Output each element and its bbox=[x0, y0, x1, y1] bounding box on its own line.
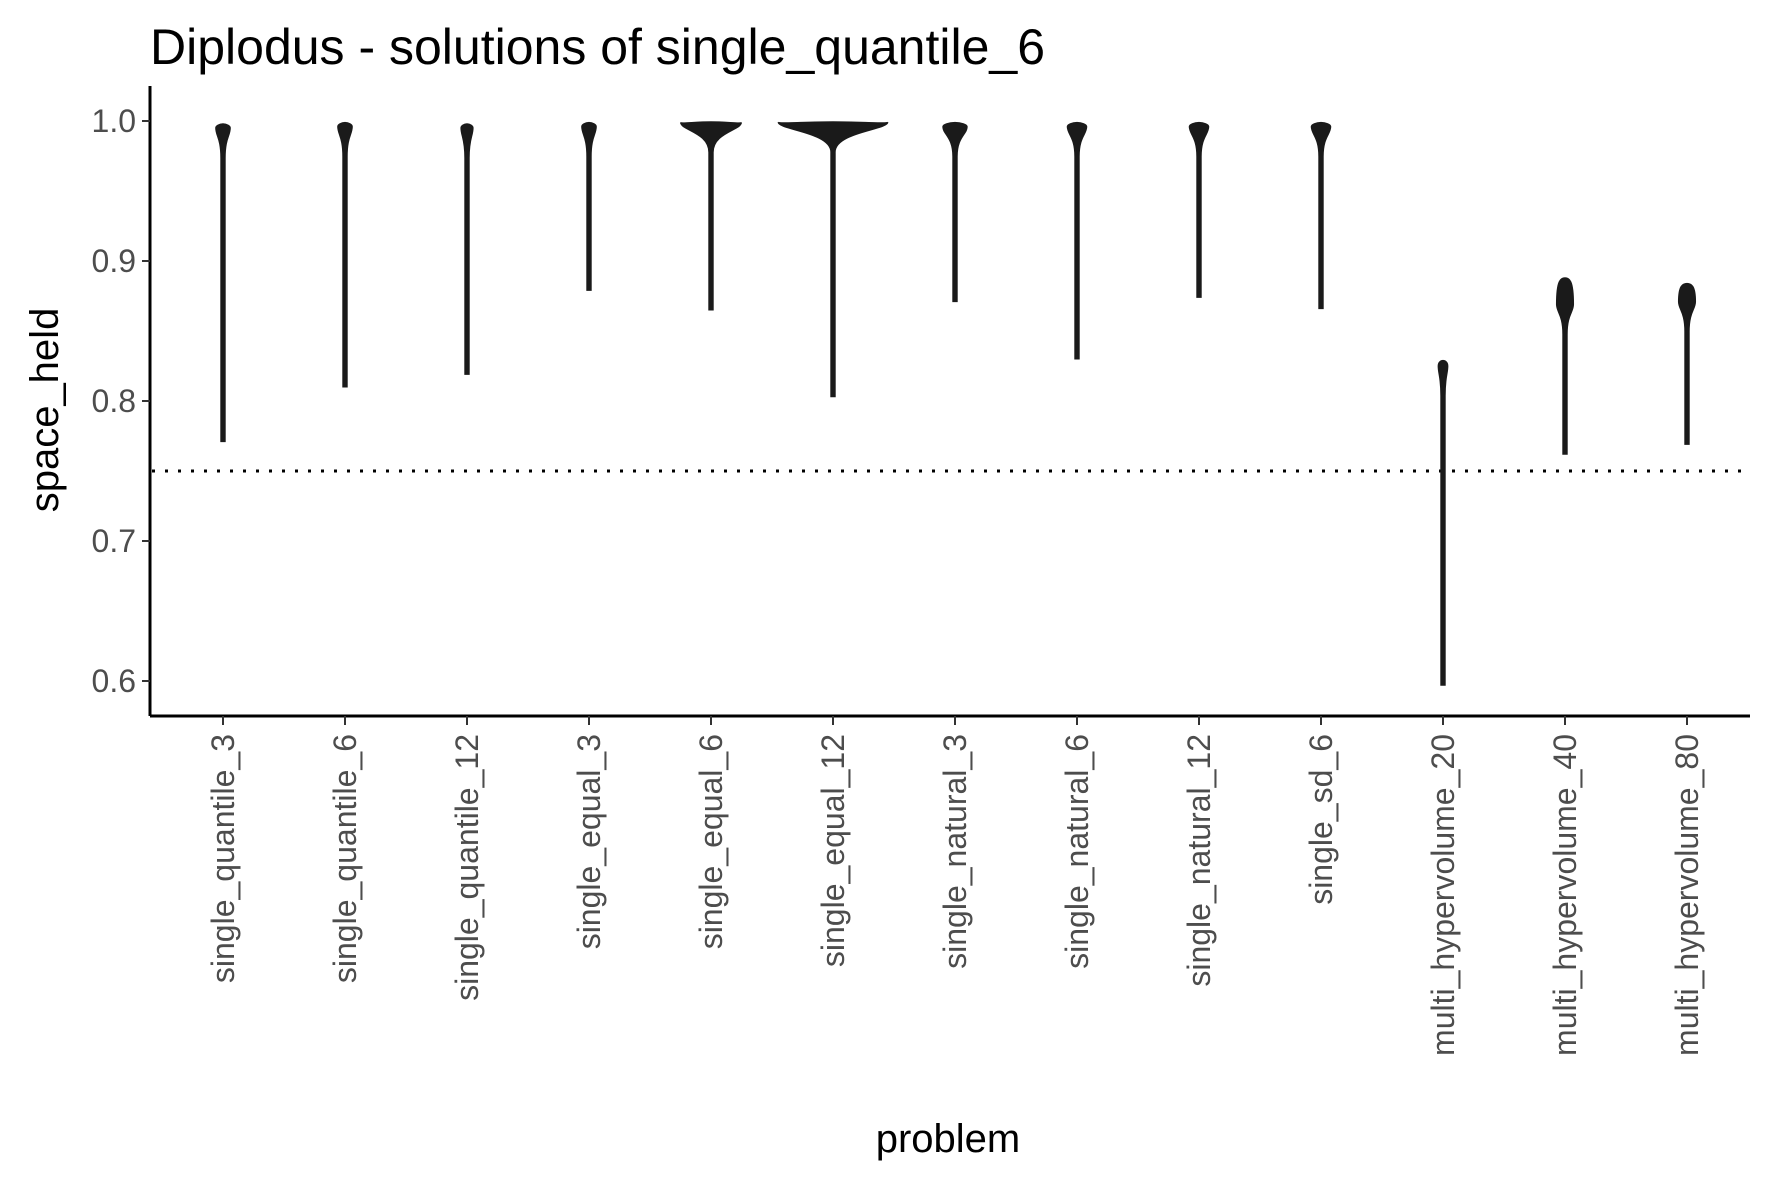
y-tick-label: 0.7 bbox=[92, 523, 136, 559]
x-tick-label: single_quantile_12 bbox=[449, 734, 485, 1001]
x-tick-label: multi_hypervolume_40 bbox=[1547, 734, 1583, 1056]
plot-area: 0.60.70.80.91.0 single_quantile_3 single_… bbox=[92, 86, 1750, 1056]
chart-title: Diplodus - solutions of single_quantile_… bbox=[150, 19, 1045, 75]
y-tick-label: 1.0 bbox=[92, 103, 136, 139]
y-tick-label: 0.9 bbox=[92, 243, 136, 279]
violin-multi_hypervolume_40 bbox=[1555, 277, 1575, 455]
x-tick-label: single_equal_12 bbox=[815, 734, 851, 967]
violin-single_natural_3 bbox=[942, 121, 968, 303]
x-tick-label: multi_hypervolume_80 bbox=[1669, 734, 1705, 1056]
x-tick-label: single_equal_3 bbox=[571, 734, 607, 949]
x-tick-label: single_natural_6 bbox=[1059, 734, 1095, 969]
x-tick-label: single_equal_6 bbox=[693, 734, 729, 949]
y-axis-title: space_held bbox=[23, 308, 67, 513]
y-tick-label: 0.8 bbox=[92, 383, 136, 419]
violin-single_equal_12 bbox=[777, 121, 889, 398]
y-axis-ticks: 0.6 0.7 0.8 0.9 1.0 bbox=[92, 103, 150, 699]
violin-single_quantile_12 bbox=[460, 123, 474, 375]
violin-single_equal_6 bbox=[680, 121, 742, 311]
violin-group bbox=[215, 121, 1697, 686]
x-axis-ticks: single_quantile_3 single_quantile_6 single… bbox=[205, 716, 1705, 1056]
x-tick-label: single_quantile_3 bbox=[205, 734, 241, 983]
violin-single_natural_6 bbox=[1066, 121, 1088, 360]
x-axis-title: problem bbox=[876, 1117, 1021, 1161]
x-tick-label: single_sd_6 bbox=[1303, 734, 1339, 905]
y-tick-label: 0.6 bbox=[92, 663, 136, 699]
violin-single_quantile_6 bbox=[337, 121, 353, 388]
violin-single_quantile_3 bbox=[215, 123, 231, 443]
violin-single_sd_6 bbox=[1310, 121, 1332, 310]
x-tick-label: multi_hypervolume_20 bbox=[1425, 734, 1461, 1056]
x-tick-label: single_natural_12 bbox=[1181, 734, 1217, 987]
violin-single_natural_12 bbox=[1188, 121, 1210, 298]
x-tick-label: single_quantile_6 bbox=[327, 734, 363, 983]
violin-multi_hypervolume_80 bbox=[1677, 282, 1697, 445]
x-tick-label: single_natural_3 bbox=[937, 734, 973, 969]
violin-multi_hypervolume_20 bbox=[1437, 359, 1449, 686]
violin-single_equal_3 bbox=[581, 121, 597, 291]
